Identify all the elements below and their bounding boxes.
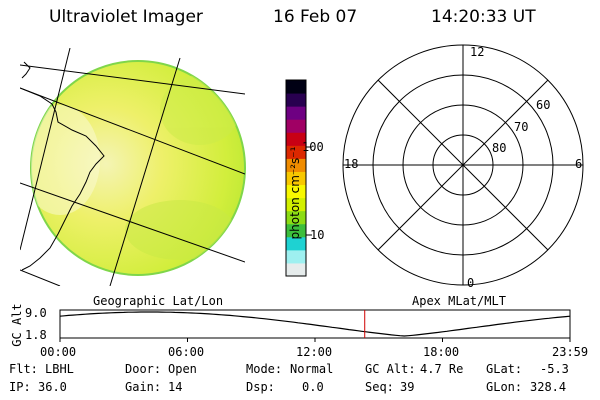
info-mode-value: Normal (290, 362, 334, 376)
colorbar-segment (286, 145, 306, 159)
altitude-ytick-1-8: 1.8 (25, 328, 47, 342)
colorbar-segment (286, 223, 306, 238)
time-label: 14:20:33 UT (431, 7, 536, 27)
colorbar-segment (286, 106, 306, 120)
info-gain-label: Gain: (125, 380, 162, 394)
altitude-xtick-1800: 18:00 (423, 345, 460, 359)
geographic-grid (20, 48, 245, 286)
colorbar-segment (286, 184, 306, 199)
info-ip-value: 36.0 (38, 380, 67, 394)
apex-polar-plot (342, 44, 584, 286)
altitude-ylabel: GC Alt (10, 303, 24, 347)
mlt-label-18: 18 (344, 157, 359, 171)
colorbar-segment (286, 171, 306, 186)
info-seq-label: Seq: (365, 380, 394, 394)
altitude-xtick-0000: 00:00 (40, 345, 77, 359)
right-panel-caption: Apex MLat/MLT (412, 294, 506, 308)
info-seq-value: 39 (400, 380, 415, 394)
colorbar (286, 80, 306, 277)
info-mode-label: Mode: (246, 362, 283, 376)
info-ip-label: IP: (9, 380, 31, 394)
uv-image-panel (20, 48, 246, 286)
altitude-xtick-0600: 06:00 (168, 345, 205, 359)
mlat-label-70: 70 (514, 120, 529, 134)
coastline (20, 61, 105, 271)
left-panel-caption: Geographic Lat/Lon (93, 294, 224, 308)
colorbar-segment (286, 93, 306, 107)
altitude-xtick-1200: 12:00 (296, 345, 333, 359)
info-door-value: Open (168, 362, 197, 376)
info-dsp-label: Dsp: (246, 380, 275, 394)
altitude-plot (59, 309, 571, 342)
date-label: 16 Feb 07 (273, 7, 358, 27)
instrument-title: Ultraviolet Imager (49, 7, 203, 27)
info-gcalt-label: GC Alt: (365, 362, 416, 376)
info-dsp-value: 0.0 (302, 380, 324, 394)
colorbar-unit-label: photon cm⁻²s⁻¹ (288, 146, 302, 240)
colorbar-segment (286, 249, 306, 264)
colorbar-segment (286, 262, 306, 277)
colorbar-segment (286, 132, 306, 146)
info-glon-label: GLon: (486, 380, 523, 394)
mlat-label-60: 60 (536, 98, 551, 112)
colorbar-tick-100: 100 (302, 140, 324, 154)
colorbar-segment (286, 210, 306, 225)
altitude-xtick-2359: 23:59 (552, 345, 589, 359)
altitude-ytick-9: 9.0 (25, 306, 47, 320)
info-flt-label: Flt: (9, 362, 38, 376)
colorbar-segment (286, 158, 306, 172)
colorbar-segment (286, 197, 306, 212)
info-glat-label: GLat: (486, 362, 523, 376)
info-glon-value: 328.4 (530, 380, 567, 394)
colorbar-segment (286, 80, 306, 94)
colorbar-segment (286, 119, 306, 133)
info-glat-value: -5.3 (540, 362, 569, 376)
mlt-label-0: 0 (467, 276, 475, 290)
colorbar-segment (286, 236, 306, 251)
mlt-label-6: 6 (575, 157, 583, 171)
mlt-label-12: 12 (470, 45, 485, 59)
altitude-curve (59, 311, 571, 337)
info-flt-value: LBHL (45, 362, 74, 376)
mlat-label-80: 80 (492, 141, 507, 155)
info-gain-value: 14 (168, 380, 183, 394)
info-door-label: Door: (125, 362, 162, 376)
info-gcalt-value: 4.7 Re (420, 362, 464, 376)
colorbar-tick-10: 10 (310, 228, 325, 242)
